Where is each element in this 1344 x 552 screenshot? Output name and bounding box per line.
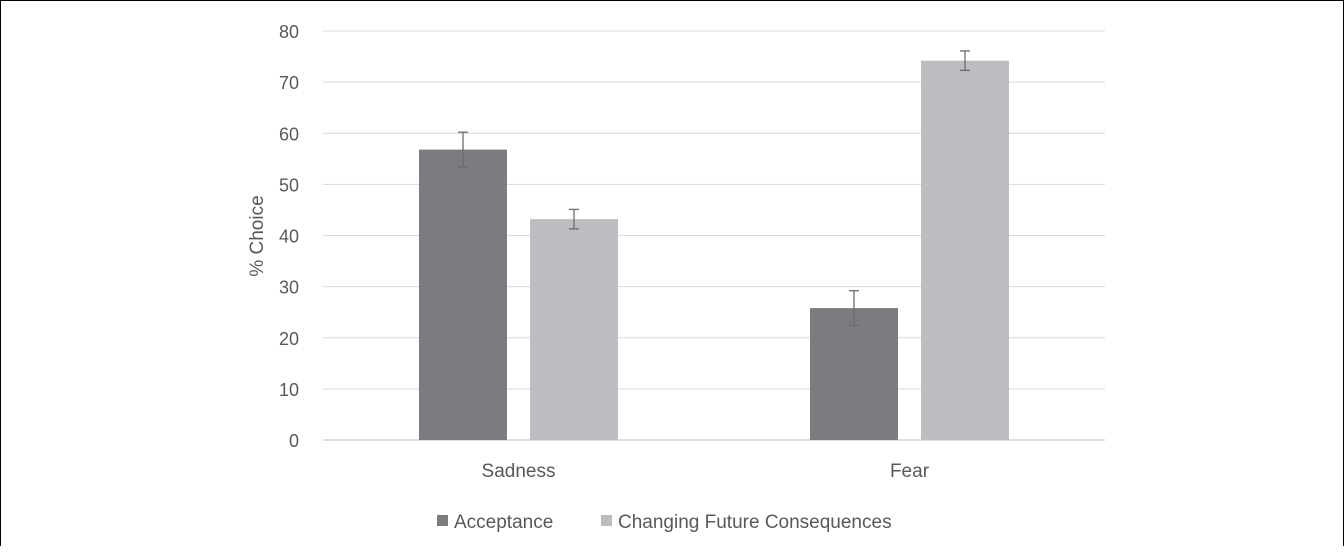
y-tick-label: 80 [279,22,299,42]
y-tick-label: 50 [279,175,299,195]
y-tick-label: 0 [289,431,299,451]
y-tick-label: 20 [279,329,299,349]
y-tick-label: 10 [279,380,299,400]
y-tick-label: 70 [279,73,299,93]
legend: Acceptance Changing Future Consequences [437,512,892,533]
bar-changing-future-consequences-sadness [530,219,618,440]
x-axis-categories: Sadness Fear [482,461,930,482]
legend-swatch [437,515,448,526]
y-tick-label: 60 [279,124,299,144]
bar-acceptance-sadness [419,149,507,441]
x-category-label: Sadness [482,461,556,482]
x-category-label: Fear [890,461,930,482]
bar-acceptance-fear [810,308,898,440]
bars [419,60,1009,441]
legend-label: Changing Future Consequences [618,512,892,533]
bar-changing-future-consequences-fear [921,60,1009,441]
y-axis-label: % Choice [247,195,268,276]
error-bars [458,50,970,327]
y-axis-ticks: 0 10 20 30 40 50 60 70 80 [279,22,299,451]
y-tick-label: 40 [279,227,299,247]
y-tick-label: 30 [279,278,299,298]
legend-swatch [601,515,612,526]
legend-label: Acceptance [454,512,553,533]
